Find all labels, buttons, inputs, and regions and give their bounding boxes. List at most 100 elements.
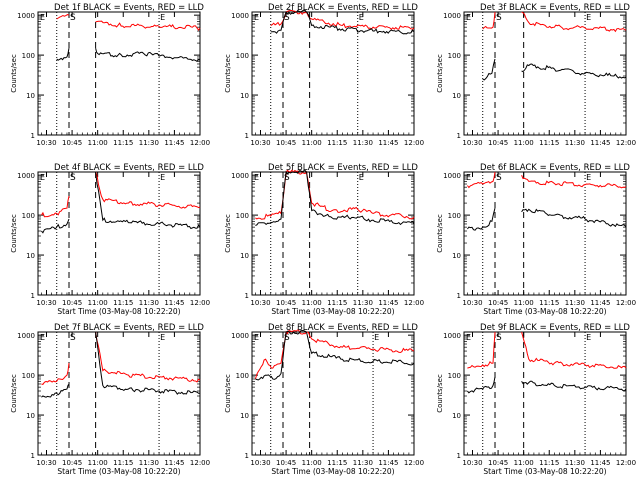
start-marker: E [254,13,259,22]
y-tick-label: 1000 [17,172,35,180]
start-marker: S [70,173,76,183]
x-tick-label: 12:00 [616,459,636,467]
lld-series-line [254,329,415,380]
y-tick-label: 1 [245,132,249,140]
x-tick-label: 12:00 [190,459,210,467]
y-axis-label: Counts/sec [224,214,232,253]
y-tick-label: 100 [448,372,461,380]
x-tick-label: 11:00 [514,139,534,147]
y-tick-label: 100 [22,372,35,380]
plot-frame [463,11,627,136]
y-tick-label: 10 [240,92,249,100]
plot-frame [463,331,627,456]
x-tick-label: 10:30 [36,139,56,147]
x-tick-label: 12:00 [190,299,210,307]
x-tick-label: 10:30 [250,299,270,307]
y-tick-label: 1000 [17,12,35,20]
x-tick-label: 11:45 [378,459,398,467]
start-marker: E [40,333,45,342]
x-tick-label: 11:30 [353,299,373,307]
x-tick-label: 11:00 [514,459,534,467]
end-marker: E [586,173,591,182]
x-tick-label: 11:15 [113,139,133,147]
x-axis-label: Start Time (03-May-08 10:22:20) [271,307,394,316]
x-tick-label: 12:00 [404,299,424,307]
events-series-line [270,9,415,35]
x-axis-label: Start Time (03-May-08 10:22:20) [57,307,180,316]
x-tick-label: 10:45 [276,139,296,147]
y-tick-label: 1000 [443,332,461,340]
y-tick-label: 1 [457,292,461,300]
start-marker: E [466,333,471,342]
lld-series-line [95,331,201,383]
x-tick-label: 11:30 [139,459,159,467]
end-marker: E [359,13,364,22]
start-marker: S [496,173,502,183]
start-marker: S [284,333,290,343]
plot-panel-2: Det 2f BLACK = Events, RED = LLD 1 10 100 10… [224,3,424,147]
lld-series-line [521,331,627,369]
x-tick-label: 10:30 [250,139,270,147]
plot-frame [37,331,201,456]
x-tick-label: 11:45 [378,139,398,147]
x-tick-label: 10:45 [62,299,82,307]
events-series-line [95,47,201,62]
y-axis-label: Counts/sec [224,374,232,413]
x-tick-label: 11:30 [139,299,159,307]
plot-title: Det 5f BLACK = Events, RED = LLD [268,163,418,173]
y-tick-label: 1000 [443,12,461,20]
lld-series-line [467,331,496,369]
x-tick-label: 11:45 [164,459,184,467]
x-tick-label: 12:00 [404,139,424,147]
events-series-line [41,218,70,234]
end-marker: E [359,173,364,182]
plot-title: Det 9f BLACK = Events, RED = LLD [480,323,630,333]
x-axis-label: Start Time (03-May-08 10:22:20) [271,467,394,476]
y-tick-label: 100 [448,212,461,220]
lld-series-line [41,363,70,385]
y-tick-label: 1000 [231,12,249,20]
y-tick-label: 100 [236,212,249,220]
y-tick-label: 1 [457,452,461,460]
x-tick-label: 11:00 [302,139,322,147]
y-tick-label: 1 [457,132,461,140]
plot-title: Det 4f BLACK = Events, RED = LLD [54,163,204,173]
y-axis-label: Counts/sec [436,54,444,93]
x-tick-label: 11:30 [353,459,373,467]
lld-series-line [95,171,201,209]
y-tick-label: 100 [22,52,35,60]
x-tick-label: 11:00 [88,299,108,307]
x-tick-label: 12:00 [404,459,424,467]
plot-frame [251,11,415,136]
y-tick-label: 1000 [231,172,249,180]
y-tick-label: 10 [26,412,35,420]
start-marker: S [496,13,502,23]
plot-panel-3: Det 3f BLACK = Events, RED = LLD 1 10 100 10… [436,3,636,147]
events-series-line [467,376,496,394]
x-tick-label: 11:00 [302,299,322,307]
x-tick-label: 11:30 [565,299,585,307]
x-tick-label: 11:45 [590,299,610,307]
events-series-line [521,63,627,79]
plot-title: Det 8f BLACK = Events, RED = LLD [268,323,418,333]
x-tick-label: 11:45 [590,459,610,467]
x-tick-label: 11:30 [139,139,159,147]
x-tick-label: 11:00 [88,139,108,147]
x-axis-label: Start Time (03-May-08 10:22:20) [483,467,606,476]
start-marker: E [254,173,259,182]
y-tick-label: 1000 [17,332,35,340]
lld-series-line [56,14,70,20]
x-tick-label: 10:45 [488,299,508,307]
lld-series-line [521,175,627,189]
events-series-line [95,171,201,230]
y-tick-label: 1000 [231,332,249,340]
y-tick-label: 10 [26,252,35,260]
plot-frame [463,171,627,296]
x-tick-label: 11:15 [113,459,133,467]
x-tick-label: 10:45 [488,459,508,467]
events-series-line [521,380,627,392]
plot-panel-8: Det 8f BLACK = Events, RED = LLD 1 10 100 10… [224,323,424,476]
plot-frame [37,171,201,296]
x-tick-label: 12:00 [616,299,636,307]
x-tick-label: 11:15 [539,299,559,307]
